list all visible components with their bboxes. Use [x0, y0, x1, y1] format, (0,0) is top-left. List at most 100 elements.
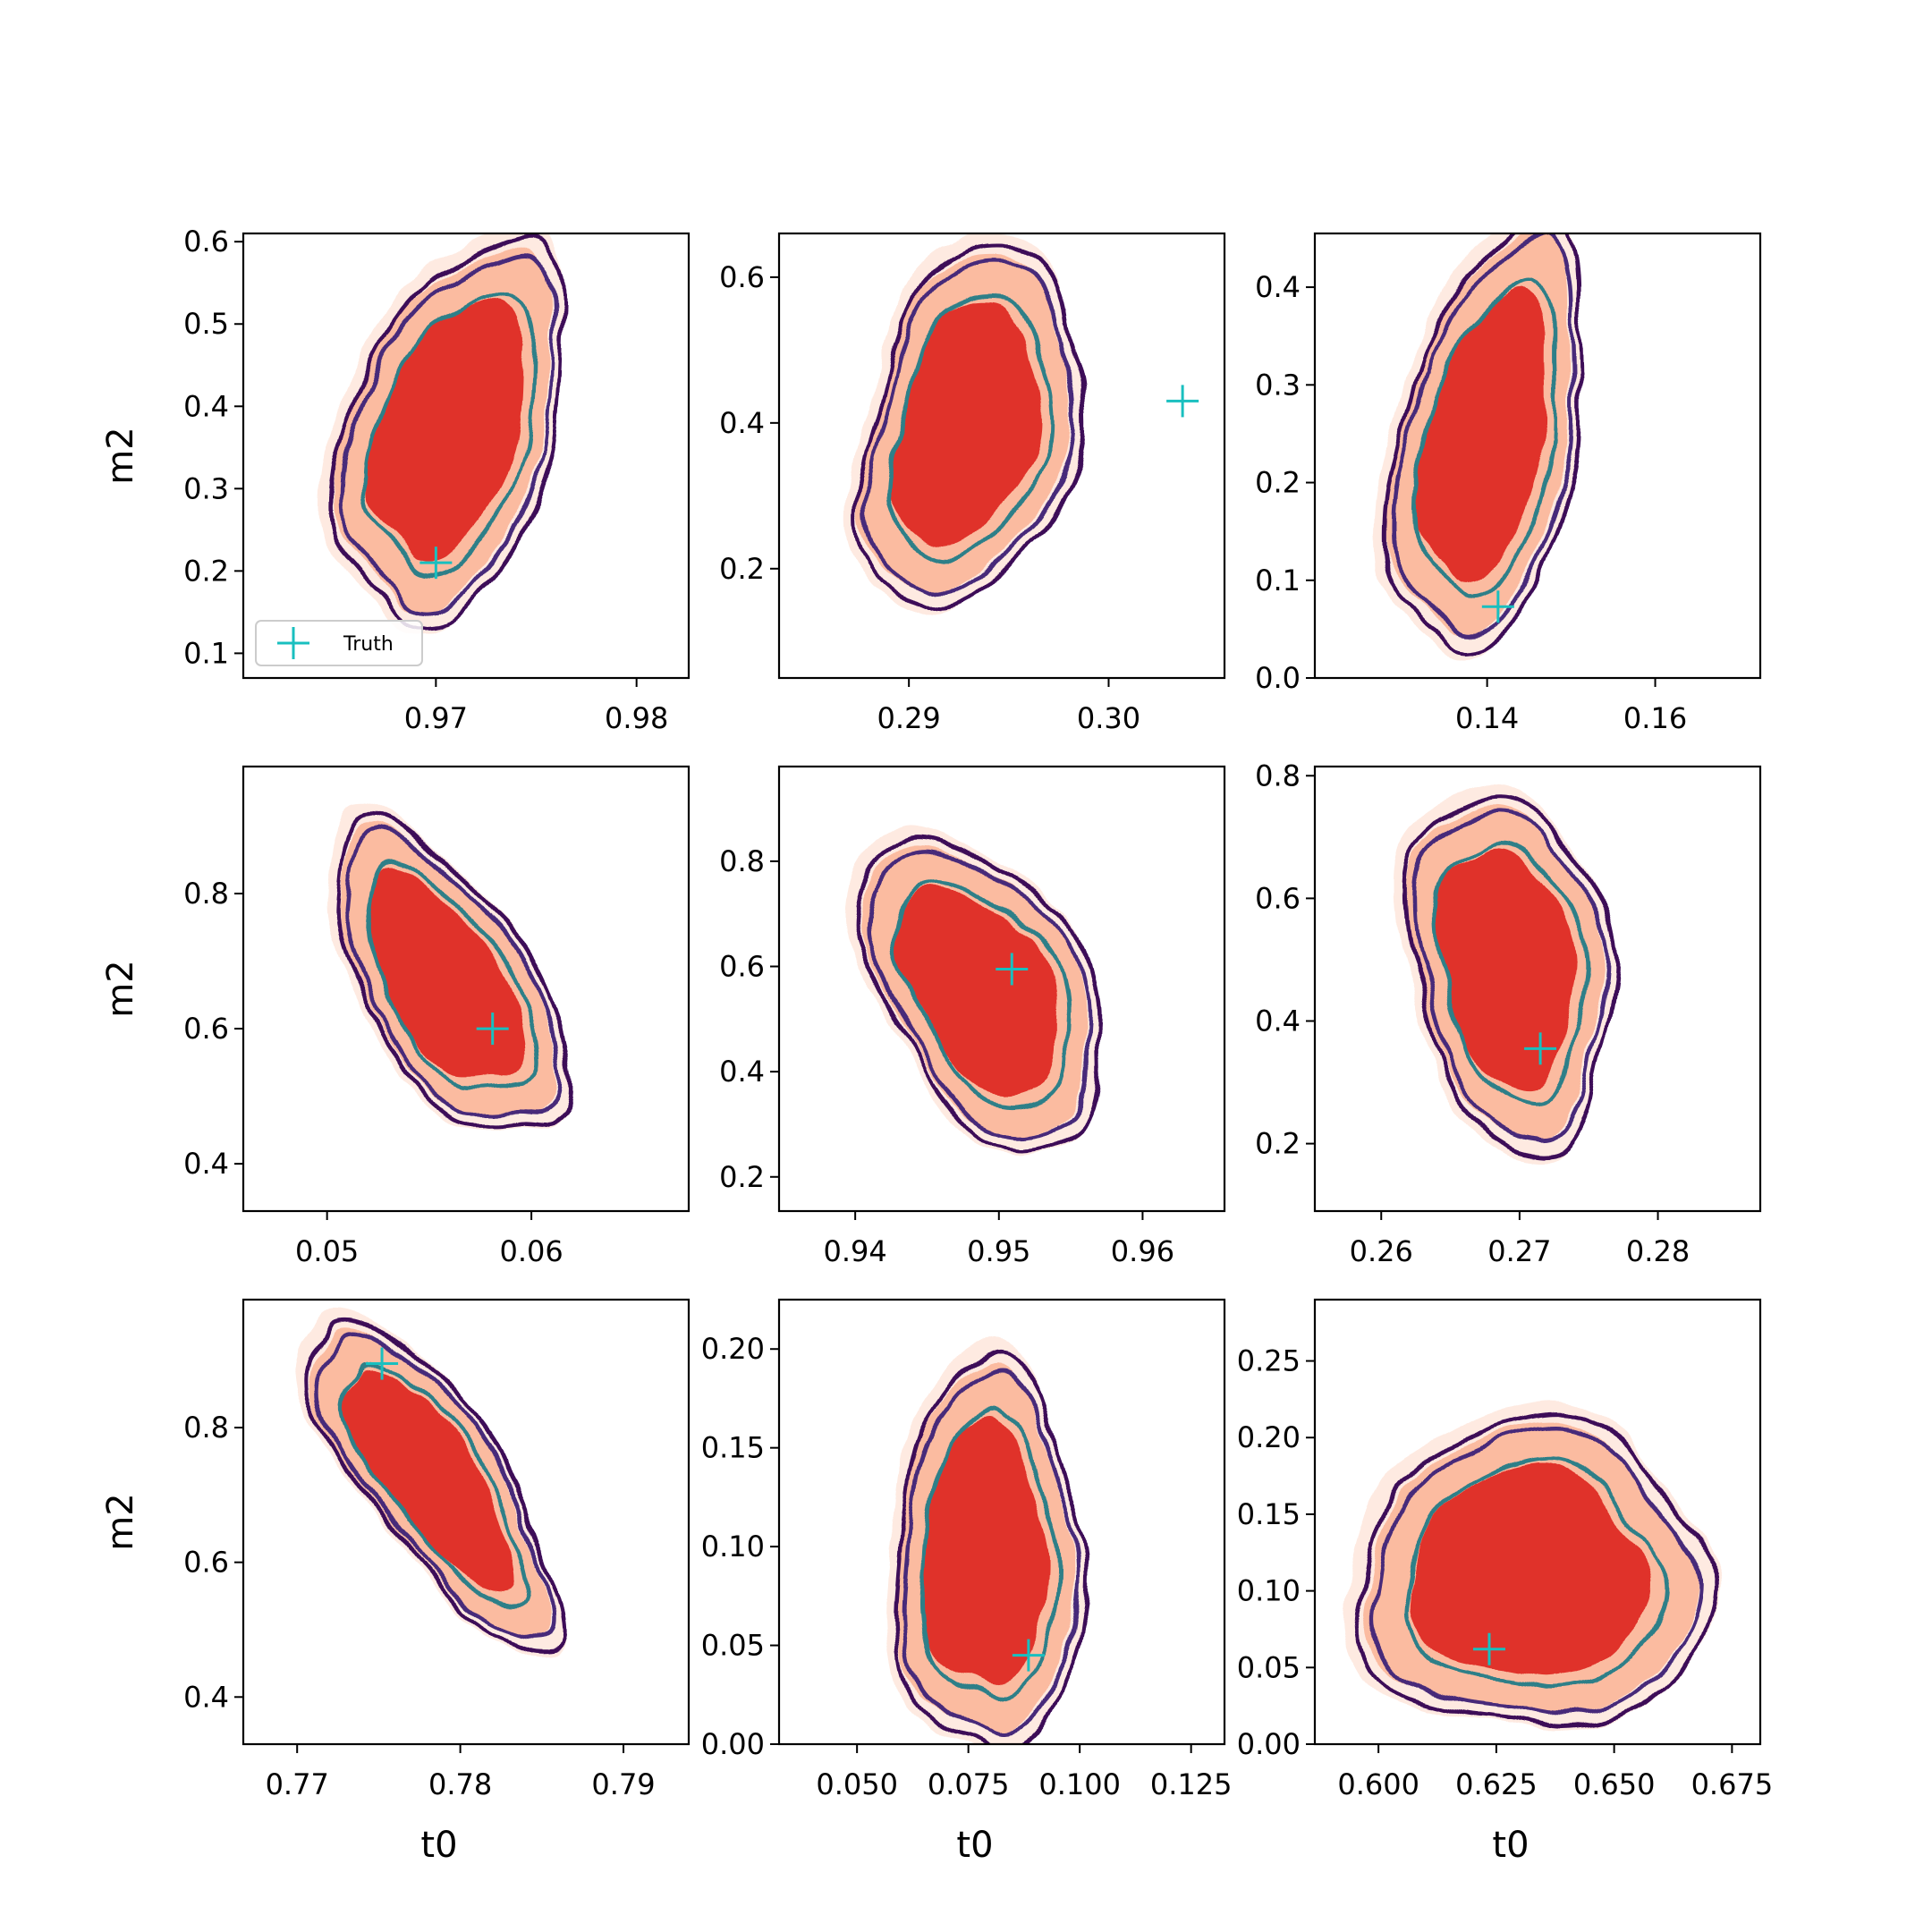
axes-frame — [777, 765, 1226, 1213]
contour-outer — [855, 243, 1088, 612]
panel-4: 0.05 0.06 0.4 0.6 0.8 m2 — [100, 765, 691, 1268]
y-tick-label: 0.6 — [719, 950, 765, 984]
y-tick-label: 0.6 — [183, 1546, 229, 1580]
x-tick-label: 0.29 — [877, 701, 941, 735]
x-tick-label: 0.075 — [928, 1767, 1010, 1801]
contour-inner — [1411, 276, 1557, 598]
y-tick-label: 0.8 — [719, 844, 765, 878]
contour-outer — [335, 812, 573, 1129]
contour-outer — [328, 235, 566, 631]
y-tick-label: 0.4 — [183, 389, 229, 423]
truth-marker — [996, 953, 1029, 986]
x-tick-label: 0.600 — [1337, 1767, 1419, 1801]
density-1sigma — [1413, 286, 1545, 582]
truth-marker — [1166, 385, 1199, 418]
y-tick-label: 0.1 — [183, 636, 229, 670]
truth-marker — [1012, 1639, 1045, 1672]
x-tick-label: 0.30 — [1077, 701, 1140, 735]
contour-inner — [886, 293, 1056, 562]
y-tick-label: 0.10 — [1237, 1574, 1301, 1608]
x-tick-label: 0.95 — [967, 1234, 1030, 1268]
contour-mid — [865, 258, 1078, 596]
y-tick-label: 0.25 — [1237, 1344, 1301, 1378]
y-tick-label: 0.8 — [183, 1411, 229, 1445]
axes-frame — [1313, 232, 1762, 680]
axes-frame — [1313, 1298, 1762, 1746]
contour-mid — [902, 1367, 1080, 1736]
y-tick-label: 0.5 — [183, 307, 229, 341]
y-tick-label: 0.6 — [719, 260, 765, 294]
x-tick-label: 0.77 — [266, 1767, 329, 1801]
y-tick-label: 0.6 — [183, 225, 229, 258]
x-tick-label: 0.96 — [1111, 1234, 1174, 1268]
y-tick-label: 0.10 — [701, 1530, 765, 1563]
x-tick-label: 0.06 — [499, 1234, 563, 1268]
x-tick-label: 0.97 — [404, 701, 468, 735]
y-tick-label: 0.15 — [701, 1431, 765, 1465]
y-axis-label: m2 — [100, 1493, 141, 1550]
x-tick-label: 0.27 — [1487, 1234, 1551, 1268]
y-tick-label: 0.4 — [719, 1055, 765, 1089]
density-1sigma — [369, 866, 526, 1076]
contour-outer — [305, 1317, 568, 1653]
y-tick-label: 0.05 — [701, 1629, 765, 1663]
x-tick-label: 0.050 — [816, 1767, 898, 1801]
y-tick-label: 0.2 — [183, 554, 229, 588]
contour-mid — [339, 252, 556, 614]
truth-marker — [1524, 1032, 1557, 1065]
density-1sigma — [343, 1368, 518, 1592]
contour-mid — [866, 848, 1091, 1140]
contour-outer — [1356, 1411, 1720, 1731]
y-tick-label: 0.8 — [183, 877, 229, 911]
y-tick-label: 0.2 — [1255, 1127, 1301, 1161]
truth-marker — [1472, 1632, 1505, 1665]
panel-5: 0.94 0.95 0.96 0.2 0.4 0.6 0.8 — [719, 765, 1226, 1268]
x-axis-label: t0 — [1492, 1825, 1529, 1866]
y-tick-label: 0.4 — [1255, 270, 1301, 304]
y-tick-label: 0.6 — [1255, 881, 1301, 915]
contour-outer — [1383, 233, 1581, 657]
truth-marker — [476, 1013, 509, 1046]
y-tick-label: 0.05 — [1237, 1650, 1301, 1684]
x-tick-label: 0.675 — [1691, 1767, 1774, 1801]
contour-inner — [362, 289, 536, 577]
axes-frame — [242, 232, 691, 680]
x-tick-label: 0.28 — [1626, 1234, 1690, 1268]
y-tick-label: 0.6 — [183, 1012, 229, 1046]
contour-outer — [894, 1349, 1089, 1744]
panel-2: 0.29 0.30 0.2 0.4 0.6 — [719, 232, 1226, 735]
y-tick-label: 0.4 — [719, 406, 765, 440]
y-tick-label: 0.4 — [1255, 1004, 1301, 1038]
contour-inner — [1404, 1456, 1669, 1690]
density-1sigma — [921, 1416, 1050, 1685]
legend-label: Truth — [343, 633, 394, 656]
contour-mid — [1371, 1425, 1704, 1717]
contour-inner — [1432, 843, 1589, 1107]
x-tick-label: 0.26 — [1350, 1234, 1413, 1268]
y-tick-label: 0.00 — [701, 1727, 765, 1761]
contour-inner — [890, 877, 1070, 1110]
panel-7: 0.77 0.78 0.79 0.4 0.6 0.8 m2 t0 — [100, 1298, 691, 1866]
legend: Truth — [255, 620, 423, 666]
y-tick-label: 0.3 — [183, 471, 229, 505]
y-tick-label: 0.1 — [1255, 564, 1301, 597]
y-tick-label: 0.3 — [1255, 368, 1301, 402]
y-tick-label: 0.8 — [1255, 758, 1301, 792]
y-axis-label: m2 — [100, 427, 141, 484]
contour-inner — [340, 1361, 532, 1606]
contour-outer — [855, 835, 1101, 1153]
y-tick-label: 0.2 — [719, 1160, 765, 1194]
x-tick-label: 0.94 — [824, 1234, 887, 1268]
contour-mid — [1392, 233, 1574, 639]
x-axis-label: t0 — [956, 1825, 993, 1866]
density-1sigma — [894, 884, 1056, 1096]
y-tick-label: 0.00 — [1237, 1727, 1301, 1761]
contour-mid — [1411, 809, 1609, 1143]
axes-frame — [777, 1298, 1226, 1746]
axes-frame — [1313, 765, 1762, 1213]
x-tick-label: 0.100 — [1038, 1767, 1121, 1801]
x-tick-label: 0.05 — [295, 1234, 359, 1268]
truth-marker — [1481, 590, 1514, 623]
x-axis-label: t0 — [420, 1825, 457, 1866]
